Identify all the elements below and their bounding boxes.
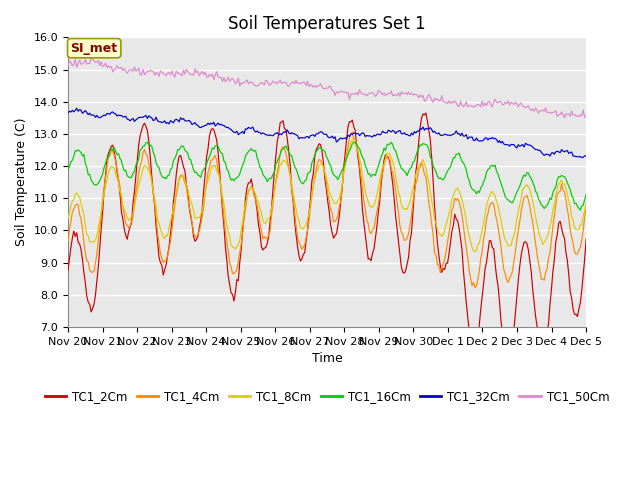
X-axis label: Time: Time [312, 352, 342, 365]
Legend: TC1_2Cm, TC1_4Cm, TC1_8Cm, TC1_16Cm, TC1_32Cm, TC1_50Cm: TC1_2Cm, TC1_4Cm, TC1_8Cm, TC1_16Cm, TC1… [40, 385, 614, 408]
Y-axis label: Soil Temperature (C): Soil Temperature (C) [15, 118, 28, 246]
Title: Soil Temperatures Set 1: Soil Temperatures Set 1 [228, 15, 426, 33]
Text: SI_met: SI_met [70, 42, 118, 55]
